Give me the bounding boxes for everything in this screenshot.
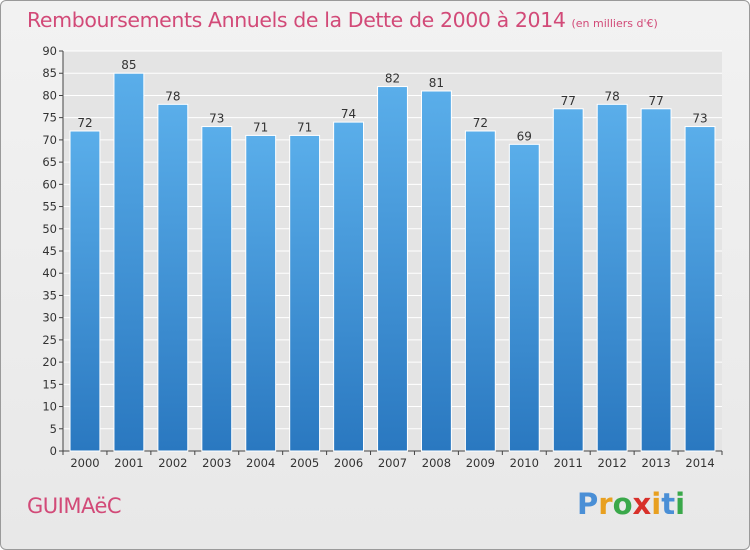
- y-tick-label: 25: [42, 333, 57, 347]
- proxiti-logo: Proxiti: [577, 487, 685, 521]
- y-tick-label: 90: [42, 44, 57, 58]
- y-tick-label: 45: [42, 244, 57, 258]
- bar: [245, 134, 277, 452]
- y-tick-label: 40: [42, 266, 57, 280]
- bar: [464, 130, 496, 452]
- x-tick-label: 2006: [334, 456, 363, 470]
- data-label: 73: [209, 112, 224, 126]
- y-tick-label: 55: [42, 200, 57, 214]
- labels: 0 5 10 15 20 25 30 35 40 45 50 55 60 65 70 75 80 85 90 2000…: [42, 44, 714, 470]
- chart-title-text: Remboursements Annuels de la Dette de 20…: [27, 8, 566, 32]
- data-label: 72: [77, 116, 92, 130]
- x-tick-label: 2011: [554, 456, 583, 470]
- bar: [157, 103, 189, 452]
- y-tick-label: 85: [42, 66, 57, 80]
- x-tick-label: 2000: [70, 456, 99, 470]
- x-tick-label: 2013: [641, 456, 670, 470]
- y-tick-label: 15: [42, 377, 57, 391]
- logo-letter: i: [675, 487, 686, 521]
- y-tick-label: 60: [42, 177, 57, 191]
- bar: [596, 103, 628, 452]
- data-label: 74: [341, 107, 356, 121]
- x-tick-label: 2007: [378, 456, 407, 470]
- bar: [420, 90, 452, 452]
- logo-letter: P: [577, 487, 599, 521]
- bar: [640, 108, 672, 452]
- chart-title: Remboursements Annuels de la Dette de 20…: [27, 8, 658, 32]
- data-label: 71: [253, 120, 268, 134]
- bars: [69, 72, 716, 452]
- x-tick-label: 2005: [290, 456, 319, 470]
- y-tick-label: 10: [42, 400, 57, 414]
- x-tick-label: 2009: [466, 456, 495, 470]
- x-tick-label: 2004: [246, 456, 275, 470]
- y-tick-label: 30: [42, 311, 57, 325]
- data-label: 78: [605, 89, 620, 103]
- bar: [333, 121, 365, 452]
- y-tick-label: 50: [42, 222, 57, 236]
- data-label: 81: [429, 76, 444, 90]
- data-label: 72: [473, 116, 488, 130]
- bar: [508, 143, 540, 452]
- logo-letter: t: [661, 487, 676, 521]
- y-tick-label: 35: [42, 288, 57, 302]
- data-label: 77: [561, 94, 576, 108]
- bar: [69, 130, 101, 452]
- logo-letter: o: [612, 487, 633, 521]
- x-tick-label: 2003: [202, 456, 231, 470]
- x-tick-label: 2002: [158, 456, 187, 470]
- x-tick-label: 2001: [114, 456, 143, 470]
- data-label: 69: [517, 129, 532, 143]
- bar: [289, 134, 321, 452]
- logo-letter: r: [598, 487, 613, 521]
- y-tick-label: 0: [50, 444, 57, 458]
- chart-unit: (en milliers d'€): [571, 17, 658, 30]
- y-tick-label: 65: [42, 155, 57, 169]
- x-tick-label: 2008: [422, 456, 451, 470]
- y-tick-label: 80: [42, 88, 57, 102]
- y-tick-label: 20: [42, 355, 57, 369]
- y-tick-label: 70: [42, 133, 57, 147]
- logo-letter: x: [632, 487, 652, 521]
- bar: [377, 86, 408, 452]
- bar: [684, 126, 716, 452]
- data-label: 73: [692, 112, 707, 126]
- commune-name: GUIMAëC: [27, 494, 122, 518]
- y-tick-label: 75: [42, 111, 57, 125]
- data-label: 78: [165, 89, 180, 103]
- y-tick-label: 5: [50, 422, 57, 436]
- data-label: 82: [385, 72, 400, 86]
- bar: [201, 126, 233, 452]
- bar: [552, 108, 584, 452]
- data-label: 77: [648, 94, 663, 108]
- logo-letter: i: [651, 487, 662, 521]
- x-tick-label: 2012: [598, 456, 627, 470]
- data-label: 85: [121, 58, 136, 72]
- x-tick-label: 2010: [510, 456, 539, 470]
- bar: [113, 72, 145, 452]
- x-tick-label: 2014: [685, 456, 714, 470]
- data-label: 71: [297, 120, 312, 134]
